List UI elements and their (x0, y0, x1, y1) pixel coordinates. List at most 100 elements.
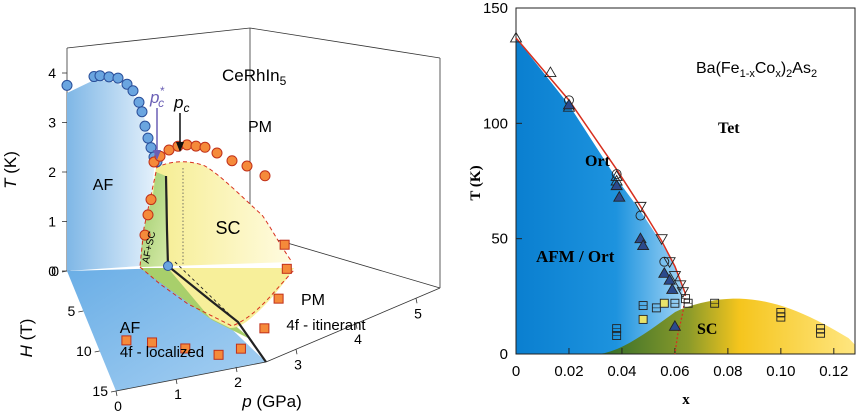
right-y-tick-label: 50 (491, 231, 508, 248)
square-filled-point (638, 314, 648, 324)
sc-point (190, 140, 202, 152)
label-pm-floor: PM (301, 292, 325, 309)
right-x-tick-label: 0.06 (660, 363, 689, 380)
triangle-filled-point (613, 190, 626, 202)
hc2-point (259, 323, 270, 334)
triangle-down-point (673, 280, 687, 292)
left-zlabel: H (T) (17, 319, 36, 358)
triangle-open-point (544, 66, 557, 78)
circle-open-point (611, 169, 622, 180)
label-tet: Tet (718, 120, 740, 137)
right-x-tick-label: 0.08 (713, 363, 742, 380)
af-back-region (67, 80, 154, 271)
sc-point (139, 229, 151, 241)
left-t-tick-label: 2 (48, 164, 56, 180)
left-p-tick (415, 298, 418, 304)
left-t-tick-label: 4 (48, 65, 56, 81)
pc-arrow-head (176, 142, 184, 152)
right-x-tick-label: 0.02 (554, 363, 583, 380)
left-h-tick (61, 270, 68, 273)
left-t-tick-label: 3 (48, 115, 56, 131)
right-y-tick-label: 0 (500, 346, 508, 363)
label-pm-back: PM (248, 119, 272, 136)
label-af-floor-sub: 4f - localized (120, 344, 204, 361)
right-panel: 0 0.02 0.04 0.06 0.08 0.10 0.12 0 50 100 150 Ba(Fe… (468, 0, 856, 408)
af-point (139, 120, 151, 132)
af-point (142, 132, 154, 144)
right-regions (516, 37, 855, 355)
left-xlabel: p (GPa) (241, 392, 302, 411)
sc-point (199, 141, 211, 153)
hc2-point (281, 263, 292, 274)
af-point (94, 70, 106, 82)
left-markers (61, 70, 292, 360)
sc-point (226, 155, 238, 167)
left-p-tick-label: 1 (174, 386, 182, 402)
triangle-filled-point (636, 239, 650, 251)
hc2-point (213, 349, 224, 360)
triangle-down-point (634, 201, 647, 213)
label-pm-floor-sub: 4f - itinerant (286, 317, 366, 334)
af-point (112, 72, 124, 84)
dashed-black (174, 261, 231, 316)
sc-floor-region (168, 268, 294, 328)
left-p-tick-label: 3 (294, 356, 302, 372)
afm-region (516, 37, 683, 355)
triangle-down-point (655, 234, 668, 246)
circle-open-point (659, 256, 670, 267)
triangle-open-point (509, 31, 523, 43)
left-h-tick-label: 5 (68, 303, 76, 319)
label-sc: SC (215, 218, 240, 238)
sc-point (241, 160, 253, 172)
left-t-tick-label: 0 (48, 263, 56, 279)
right-ticks: 0 0.02 0.04 0.06 0.08 0.10 0.12 0 50 100 150 (483, 0, 848, 380)
right-title: Ba(Fe1-xCox)2As2 (696, 60, 817, 80)
af-point (136, 106, 148, 118)
left-h-tick (110, 390, 117, 393)
right-y-tick-label: 150 (483, 0, 508, 17)
left-h-tick-label: 0 (51, 263, 59, 279)
label-afm-ort: AFM / Ort (536, 247, 615, 266)
left-p-tick (175, 378, 178, 385)
square-filled-point (659, 298, 669, 308)
sc-point (145, 194, 157, 206)
af-floor-region (67, 268, 266, 391)
left-t-tick-label: 1 (48, 214, 56, 230)
left-p-tick-label: 0 (114, 398, 122, 414)
hc2-point (180, 343, 191, 354)
left-p-tick-label: 5 (414, 305, 422, 321)
sc-point (163, 144, 175, 156)
af-point (127, 85, 139, 97)
right-x-tick-label: 0.04 (607, 363, 636, 380)
left-h-axis: 0 5 10 15 H (T) (17, 263, 117, 399)
hc2-point (235, 343, 246, 354)
triangle-filled-point (663, 273, 676, 285)
label-ort: Ort (585, 153, 611, 170)
af-point (133, 96, 145, 108)
label-af-back: AF (93, 177, 114, 194)
triangle-filled-point (665, 283, 679, 294)
af-point (163, 261, 173, 271)
pc-star-arrow-head (153, 150, 161, 160)
left-p-axis: 0 1 2 3 4 5 p (GPa) (114, 287, 441, 414)
left-h-tick-label: 10 (76, 343, 92, 359)
hc2-point (121, 335, 132, 346)
right-y-tick-label: 100 (483, 115, 508, 132)
left-h-tick (78, 310, 84, 313)
right-frame (515, 7, 856, 355)
triangle-filled-point (610, 179, 623, 191)
hc2-point (147, 337, 158, 348)
left-p-tick-label: 2 (234, 374, 242, 390)
sc-point (259, 170, 271, 182)
right-x-tick-label: 0.12 (819, 363, 848, 380)
left-p-tick (235, 366, 238, 373)
annot-pc: pc (173, 93, 189, 115)
left-t-axis: 0 1 2 3 4 T (K) (1, 65, 67, 279)
triangle-down-point (663, 257, 676, 269)
left-ylabel: T (K) (1, 151, 20, 189)
sc-point (211, 147, 223, 159)
af-point (61, 79, 73, 91)
left-h-tick-label: 15 (92, 383, 108, 399)
left-title: CeRhIn5 (222, 66, 287, 88)
right-markers (509, 31, 826, 340)
